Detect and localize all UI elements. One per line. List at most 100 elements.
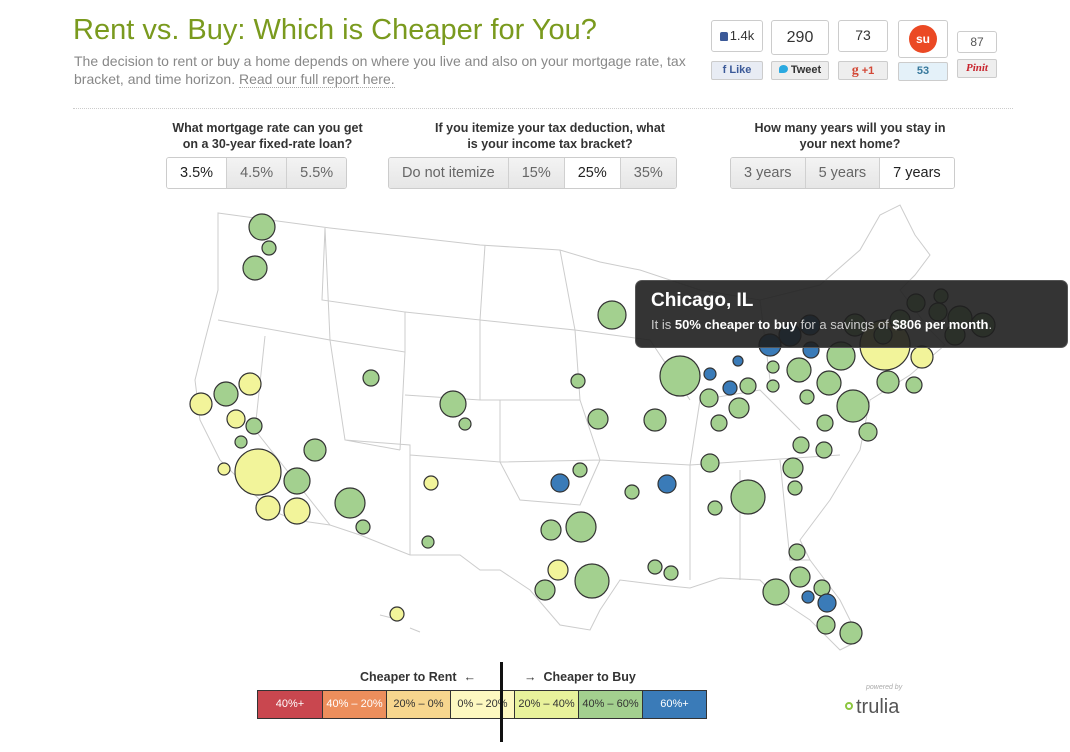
city-marker[interactable] — [255, 495, 281, 521]
city-marker[interactable] — [817, 593, 837, 613]
city-marker[interactable] — [283, 467, 311, 495]
city-marker[interactable] — [261, 240, 277, 256]
city-marker[interactable] — [730, 479, 766, 515]
city-marker[interactable] — [799, 389, 815, 405]
city-marker[interactable] — [839, 621, 863, 645]
city-marker[interactable] — [534, 579, 556, 601]
city-marker[interactable] — [242, 255, 268, 281]
thumbs-up-icon — [719, 32, 728, 41]
city-marker[interactable] — [355, 519, 371, 535]
city-marker[interactable] — [458, 417, 472, 431]
tax-bracket-selector[interactable]: Do not itemize 15% 25% 35% — [388, 157, 677, 189]
city-marker[interactable] — [792, 436, 810, 454]
years-selector[interactable]: 3 years 5 years 7 years — [730, 157, 955, 189]
city-marker[interactable] — [565, 511, 597, 543]
city-marker[interactable] — [707, 500, 723, 516]
city-marker[interactable] — [699, 388, 719, 408]
full-report-link[interactable]: Read our full report here. — [238, 71, 395, 88]
powered-by-text: powered by — [866, 684, 903, 691]
city-marker[interactable] — [647, 559, 663, 575]
city-marker[interactable] — [540, 519, 562, 541]
city-marker[interactable] — [836, 389, 870, 423]
city-marker[interactable] — [303, 438, 327, 462]
years-question: How many years will you stay in your nex… — [754, 121, 946, 151]
option-35[interactable]: 35% — [619, 158, 676, 188]
city-marker[interactable] — [238, 372, 262, 396]
city-marker[interactable] — [283, 497, 311, 525]
city-marker[interactable] — [421, 535, 435, 549]
option-4-5[interactable]: 4.5% — [226, 158, 287, 188]
city-marker[interactable] — [362, 369, 380, 387]
city-marker[interactable] — [597, 300, 627, 330]
city-marker[interactable] — [787, 480, 803, 496]
city-marker[interactable] — [245, 417, 263, 435]
legend-buy-heading: → Cheaper to Buy — [524, 670, 636, 684]
city-marker[interactable] — [550, 473, 570, 493]
city-marker[interactable] — [876, 370, 900, 394]
city-marker[interactable] — [789, 566, 811, 588]
city-marker[interactable] — [905, 376, 923, 394]
city-marker[interactable] — [858, 422, 878, 442]
city-marker[interactable] — [234, 435, 248, 449]
option-3-years[interactable]: 3 years — [731, 158, 805, 188]
city-marker[interactable] — [643, 408, 667, 432]
city-marker[interactable] — [788, 543, 806, 561]
option-25[interactable]: 25% — [563, 158, 620, 188]
city-marker[interactable] — [189, 392, 213, 416]
option-7-years[interactable]: 7 years — [879, 158, 954, 188]
city-marker[interactable] — [700, 453, 720, 473]
legend-bin: 20% – 0% — [386, 691, 450, 718]
city-marker[interactable] — [766, 379, 780, 393]
city-marker[interactable] — [732, 355, 744, 367]
tweet-button[interactable]: 290 Tweet — [771, 20, 829, 80]
city-marker[interactable] — [334, 487, 366, 519]
pinterest-button[interactable]: 87 Pinit — [957, 31, 997, 78]
city-marker[interactable] — [766, 360, 780, 374]
option-3-5[interactable]: 3.5% — [167, 158, 227, 188]
option-5-5[interactable]: 5.5% — [286, 158, 347, 188]
us-map — [189, 204, 996, 651]
option-do-not-itemize[interactable]: Do not itemize — [389, 158, 508, 188]
city-marker[interactable] — [234, 448, 282, 496]
city-marker[interactable] — [722, 380, 738, 396]
city-marker[interactable] — [570, 373, 586, 389]
city-marker[interactable] — [624, 484, 640, 500]
stumbleupon-button[interactable]: su 53 — [898, 20, 948, 81]
city-marker[interactable] — [801, 590, 815, 604]
facebook-like[interactable]: 1.4k f Like — [711, 20, 763, 80]
city-marker[interactable] — [572, 462, 588, 478]
city-marker[interactable] — [574, 563, 610, 599]
city-marker[interactable] — [423, 475, 439, 491]
option-5-years[interactable]: 5 years — [804, 158, 880, 188]
city-marker[interactable] — [226, 409, 246, 429]
city-marker[interactable] — [587, 408, 609, 430]
city-marker[interactable] — [248, 213, 276, 241]
city-marker[interactable] — [389, 606, 405, 622]
city-marker[interactable] — [782, 457, 804, 479]
city-marker[interactable] — [663, 565, 679, 581]
city-marker[interactable] — [710, 414, 728, 432]
mortgage-rate-question: What mortgage rate can you get on a 30-y… — [172, 121, 363, 151]
legend-rent-heading: Cheaper to Rent ← — [360, 670, 476, 684]
city-marker[interactable] — [657, 474, 677, 494]
city-marker[interactable] — [213, 381, 239, 407]
city-marker[interactable] — [703, 367, 717, 381]
city-marker[interactable] — [728, 397, 750, 419]
city-marker[interactable] — [439, 390, 467, 418]
city-marker[interactable] — [816, 615, 836, 635]
trulia-logo: trulia — [845, 696, 899, 718]
city-marker[interactable] — [786, 357, 812, 383]
mortgage-rate-selector[interactable]: 3.5% 4.5% 5.5% — [166, 157, 348, 189]
city-marker[interactable] — [739, 377, 757, 395]
city-marker[interactable] — [816, 414, 834, 432]
location-pin-icon — [845, 702, 853, 710]
gplus-button[interactable]: 73 g +1 — [838, 20, 888, 80]
option-15[interactable]: 15% — [507, 158, 564, 188]
city-marker[interactable] — [762, 578, 790, 606]
city-marker[interactable] — [659, 355, 701, 397]
city-marker[interactable] — [217, 462, 231, 476]
city-marker[interactable] — [815, 441, 833, 459]
city-marker[interactable] — [547, 559, 569, 581]
city-marker[interactable] — [816, 370, 842, 396]
city-marker[interactable] — [910, 345, 934, 369]
